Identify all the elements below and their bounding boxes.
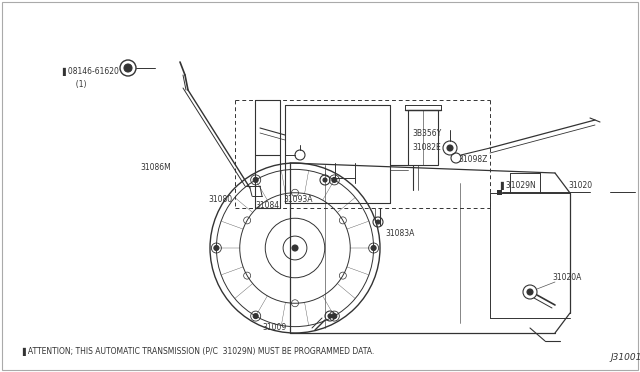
Circle shape: [253, 314, 258, 318]
Bar: [408, 110, 438, 165]
Text: 31098Z: 31098Z: [458, 155, 488, 164]
Text: 31020: 31020: [568, 182, 592, 190]
Text: (1): (1): [71, 80, 86, 89]
Circle shape: [332, 314, 337, 318]
Circle shape: [328, 314, 332, 318]
Circle shape: [124, 64, 132, 72]
Text: ▌31029N: ▌31029N: [500, 182, 536, 190]
Text: 31084: 31084: [255, 201, 279, 209]
Bar: [497, 190, 502, 195]
Text: 31009: 31009: [262, 324, 286, 333]
Text: 31093A: 31093A: [283, 195, 312, 203]
Circle shape: [376, 220, 380, 224]
Circle shape: [214, 246, 219, 250]
Circle shape: [371, 246, 376, 250]
Circle shape: [323, 178, 327, 182]
Circle shape: [292, 245, 298, 251]
Circle shape: [447, 145, 453, 151]
Circle shape: [253, 177, 258, 182]
Circle shape: [527, 289, 533, 295]
Text: ▌08146-61620: ▌08146-61620: [62, 67, 119, 77]
Text: 3B356Y: 3B356Y: [412, 129, 441, 138]
Text: ▌ATTENTION; THIS AUTOMATIC TRANSMISSION (P/C  31029N) MUST BE PROGRAMMED DATA.: ▌ATTENTION; THIS AUTOMATIC TRANSMISSION …: [22, 347, 374, 356]
Text: 31082E: 31082E: [412, 144, 441, 153]
Text: 31083A: 31083A: [385, 228, 414, 237]
Text: J310016A: J310016A: [610, 353, 640, 362]
Text: 31080: 31080: [208, 195, 232, 203]
Text: 31086M: 31086M: [140, 164, 171, 173]
Circle shape: [332, 177, 337, 182]
Text: 31020A: 31020A: [552, 273, 581, 282]
